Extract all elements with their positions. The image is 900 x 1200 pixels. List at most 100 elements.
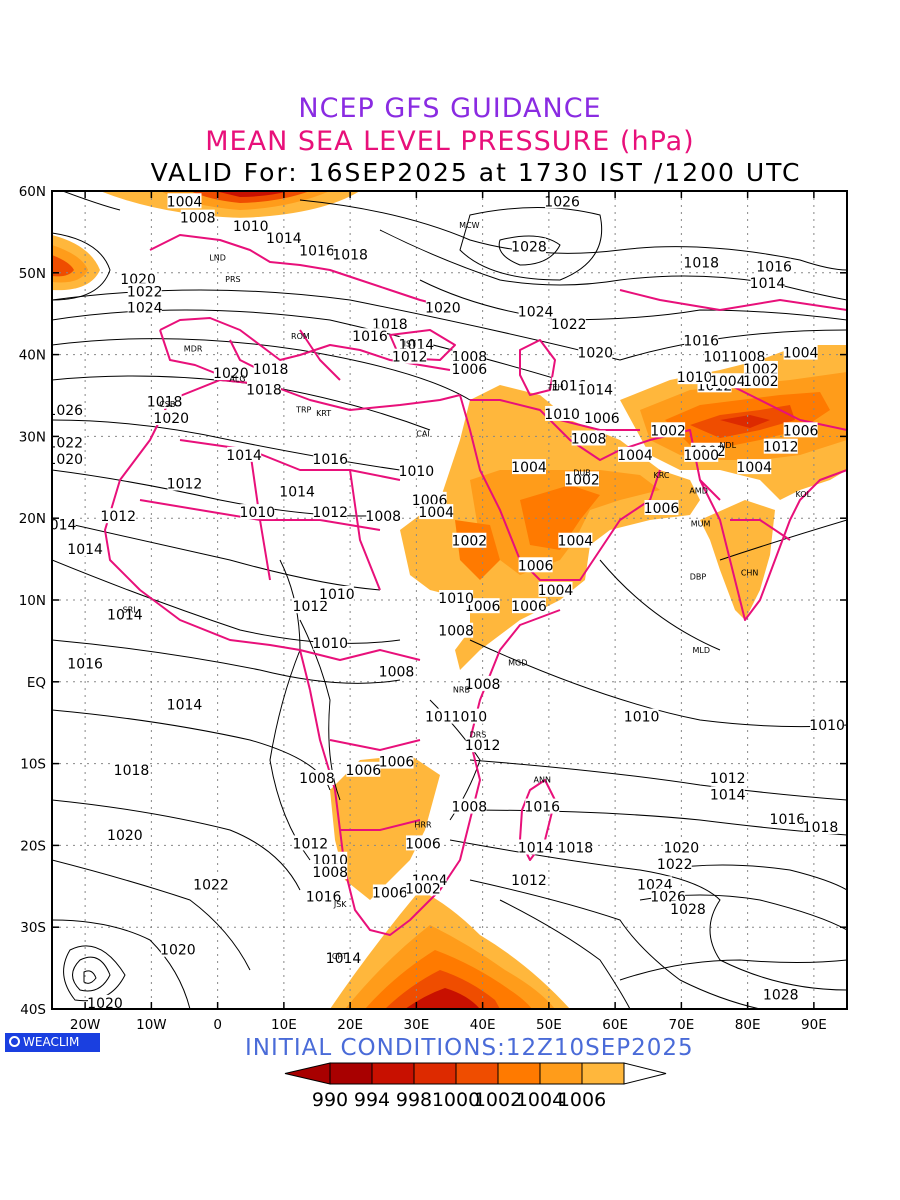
isobar-label: 1018 — [332, 246, 368, 263]
isobar-label-bg — [657, 855, 692, 871]
lat-label: EQ — [27, 675, 46, 691]
place-label: LND — [209, 254, 226, 263]
lat-label: 30N — [19, 429, 46, 445]
shade-southern-africa — [330, 755, 440, 900]
isobar-label-bg — [406, 880, 440, 896]
isobar-label: 1014 — [279, 483, 315, 501]
lon-label: 60E — [602, 1017, 628, 1033]
isobar-label: 1004 — [736, 459, 772, 476]
colorbar-swatch — [497, 1062, 541, 1085]
isobar-label-bg — [52, 516, 76, 532]
isobar-label-text: 1010 — [399, 464, 435, 480]
isobar-label-bg — [710, 769, 745, 785]
isobar-label-bg — [558, 839, 593, 855]
isobar-label-bg — [624, 708, 659, 724]
isobar-label: 1014 — [167, 696, 202, 713]
colorbar-label: 994 — [354, 1089, 390, 1111]
colorbar-swatch — [413, 1062, 457, 1085]
isobar-label-text: 1008 — [438, 624, 474, 640]
isobar-labels: 1004100810101014101610181020102210241026… — [47, 193, 845, 1009]
isobar-label-text: 1018 — [332, 247, 368, 263]
isobar-label-bg — [88, 994, 122, 1009]
isobar-label-text: 1016 — [756, 260, 792, 276]
isobar-label: 1014 — [67, 540, 103, 558]
isobar-label-text: 1006 — [783, 423, 819, 439]
isobar-label-text: 1008 — [312, 865, 348, 881]
isobar-label-bg — [637, 876, 672, 892]
place-label: ANN — [534, 775, 551, 784]
isobar-label-bg — [313, 504, 348, 520]
place-label: KRT — [316, 409, 331, 418]
isobar-label: 1018 — [147, 393, 183, 411]
isobar-label-bg — [412, 491, 447, 507]
isobar-label-text: 1010 — [240, 505, 276, 521]
isobar-label: 1008 — [438, 622, 474, 640]
isobar-label-bg — [167, 193, 202, 209]
lon-label: 10E — [271, 1017, 297, 1033]
isobar-label-text: 1006 — [379, 755, 415, 771]
isobar-label-bg — [644, 500, 679, 516]
isobar-label-text: 1016 — [67, 656, 103, 672]
isobar-label-text: 1018 — [803, 820, 839, 836]
isobar-label-text: 1022 — [551, 317, 587, 333]
isobar-label-bg — [114, 761, 149, 777]
isobar-label: 1006 — [584, 410, 620, 427]
isobar-label-bg — [240, 504, 275, 520]
isobar-label: 1014 — [518, 839, 554, 856]
isobar-label-text: 1016 — [524, 800, 560, 816]
isobar-label-bg — [465, 737, 500, 753]
isobar-label: 1018 — [114, 761, 149, 779]
isobar-label-text: 1012 — [100, 509, 136, 525]
isobar-label: 1006 — [405, 835, 441, 852]
isobar-label-bg — [578, 344, 613, 360]
place-label: CHN — [741, 568, 759, 577]
place-label: NDL — [719, 441, 736, 450]
isobar-label-text: 1026 — [47, 403, 83, 419]
isobar-label-text: 1006 — [644, 501, 680, 517]
isobar-label: 1022 — [47, 434, 83, 452]
isobar-label-text: 1018 — [147, 395, 183, 411]
isobar-label-text: 1028 — [511, 239, 547, 255]
isobar-label-text: 1020 — [577, 346, 613, 362]
isobar-label: 1006 — [518, 557, 554, 574]
isobar-label-bg — [101, 508, 136, 524]
isobar-label: 1014 — [703, 348, 739, 366]
lon-label: 20W — [70, 1017, 101, 1033]
isobar-label-bg — [194, 876, 228, 892]
isobar-label: 1014 — [266, 230, 302, 247]
isobar-label-text: 1020 — [425, 301, 461, 317]
isobar-label-text: 1014 — [750, 276, 786, 292]
isobar-label-bg — [372, 315, 407, 331]
isobar-label-text: 1014 — [703, 350, 739, 366]
isobar-label: 1028 — [763, 986, 799, 1004]
isobar-label: 1012 — [465, 737, 500, 754]
isobar-label: 1014 — [226, 446, 262, 464]
isobar-label-text: 1022 — [47, 436, 83, 452]
lon-label: 10W — [136, 1017, 167, 1033]
isobar-label-text: 1012 — [710, 771, 746, 787]
isobar-label-text: 1010 — [312, 636, 348, 652]
isobar-label-bg — [783, 344, 818, 360]
colorbar-label: 1000 — [432, 1089, 480, 1111]
lon-label: 0 — [213, 1017, 222, 1033]
isobar-label: 1010 — [809, 716, 845, 734]
isobar-label-bg — [518, 557, 553, 573]
place-label: DRS — [470, 730, 487, 739]
isobar-label-bg — [677, 369, 712, 385]
isobar-label: 1022 — [193, 876, 229, 893]
isobar-label: 1014 — [326, 949, 361, 967]
isobar-label-bg — [121, 270, 156, 286]
place-label: SRL — [123, 605, 139, 614]
isobar-label-bg — [439, 590, 474, 605]
isobar-label-text: 1010 — [624, 710, 660, 726]
isobar-label-text: 1020 — [153, 411, 189, 427]
isobar-label: 1006 — [452, 360, 487, 378]
place-label: IST — [404, 339, 416, 348]
isobar-label-bg — [684, 332, 719, 348]
isobar-label-bg — [68, 655, 103, 671]
isobar-label: 1028 — [511, 238, 547, 255]
pressure-map[interactable]: 1004100810101014101610181020102210241026… — [0, 0, 900, 1060]
isobar-label: 1020 — [107, 827, 143, 844]
isobar-label: 1008 — [180, 209, 216, 227]
isobar-label-bg — [293, 835, 328, 851]
